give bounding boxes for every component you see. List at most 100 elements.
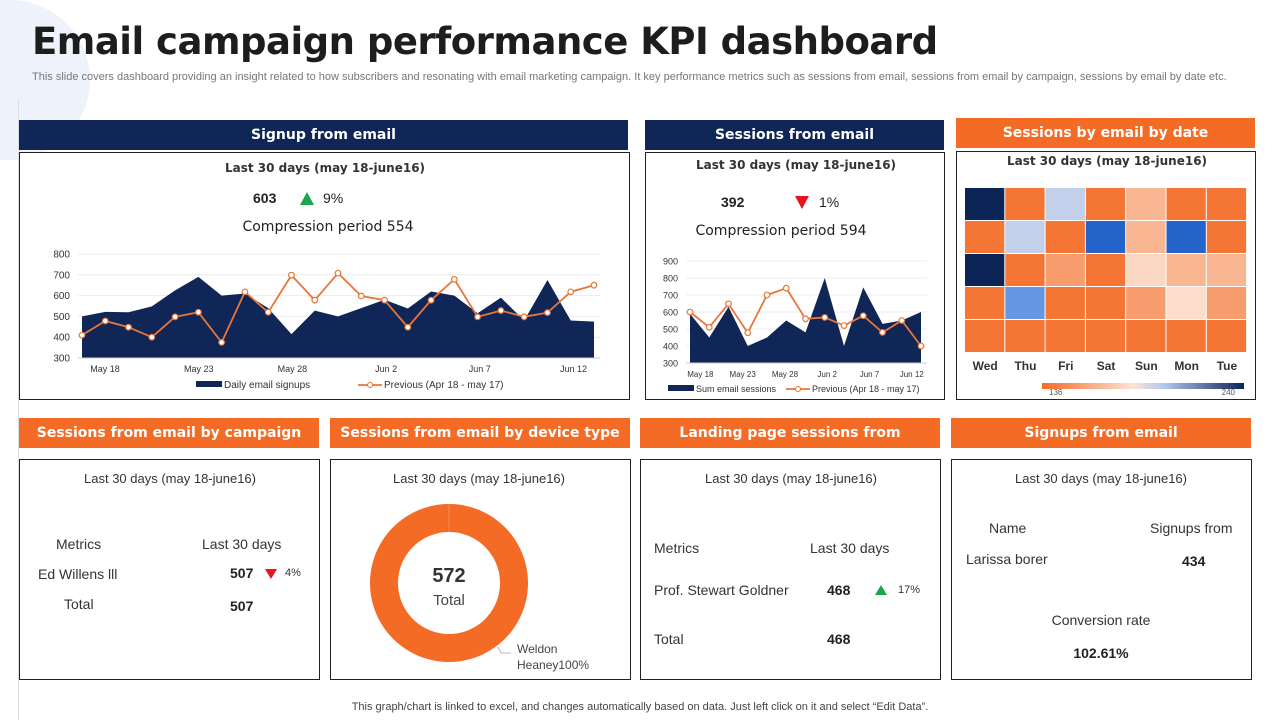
y-tick-label: 500 [663, 325, 678, 335]
data-point [520, 313, 528, 321]
comparison-label: Compression period 594 [695, 223, 867, 239]
data-point [450, 275, 458, 283]
data-point [311, 296, 319, 304]
data-point [763, 291, 771, 299]
data-point [171, 313, 179, 321]
signup-chart: 300 400 500 600 700 800 May 18 May 23 May 28 Jun … [53, 250, 600, 391]
data-point [782, 284, 790, 292]
data-point [427, 296, 435, 304]
donut-slice [369, 504, 528, 662]
y-tick-label: 300 [663, 359, 678, 369]
legend-swatch [668, 385, 694, 391]
data-point [218, 338, 226, 346]
heatmap-cell [1005, 188, 1045, 220]
page-title: Email campaign performance KPI dashboard [32, 20, 938, 63]
heatmap-cell [1005, 221, 1045, 253]
x-tick-label: Jun 12 [560, 364, 587, 374]
data-point [917, 342, 925, 350]
period-label: Last 30 days (may 18-june16) [393, 471, 565, 486]
heatmap-cell [1206, 320, 1247, 352]
data-point [879, 328, 886, 336]
data-point [821, 314, 829, 321]
column-header: Signups from [1150, 520, 1233, 536]
conversion-value: 102.61% [1073, 645, 1129, 661]
heatmap-cell [1206, 221, 1247, 253]
data-point [404, 323, 412, 331]
heatmap-cell [965, 188, 1005, 220]
heatmap-cell [1045, 254, 1085, 286]
donut-center-label: Total [433, 592, 465, 609]
x-tick-label: Jun 7 [469, 364, 491, 374]
y-tick-label: 400 [53, 333, 70, 344]
device-donut-chart: 572 Total Weldon Heaney100% [369, 504, 589, 672]
row-value: 468 [827, 582, 851, 598]
total-label: Total [654, 631, 684, 647]
day-label: Sat [1097, 359, 1116, 373]
heatmap-cell [1045, 221, 1085, 253]
period-label: Last 30 days (may 18-june16) [84, 471, 256, 486]
day-label: Mon [1174, 359, 1199, 373]
slice-label: Weldon [517, 642, 557, 656]
heatmap-chart: Wed Thu Fri Sat Sun Mon Tue 136 240 [965, 188, 1247, 397]
day-label: Sun [1135, 359, 1158, 373]
data-point [241, 288, 249, 296]
heatmap-cell [1166, 254, 1206, 286]
sessions-panel: Last 30 days (may 18-june16) 392 1% Comp… [645, 152, 945, 400]
day-label: Tue [1217, 359, 1238, 373]
device-header: Sessions from email by device type [330, 418, 630, 448]
column-header: Metrics [654, 540, 700, 556]
signups2-header: Signups from email [951, 418, 1251, 448]
heatmap-cell [1126, 254, 1166, 286]
heatmap-cell [1166, 188, 1206, 220]
legend-label: Daily email signups [224, 380, 310, 391]
trend-down-icon [265, 569, 277, 579]
heatmap-cell [1206, 188, 1247, 220]
scale-max-label: 240 [1222, 388, 1236, 397]
period-label: Last 30 days (may 18-june16) [705, 471, 877, 486]
data-point [288, 271, 295, 279]
heatmap-cell [1085, 188, 1126, 220]
day-label: Fri [1058, 359, 1073, 373]
data-point [125, 323, 132, 331]
conversion-label: Conversion rate [1051, 612, 1151, 628]
period-label: Last 30 days (may 18-june16) [224, 161, 426, 175]
data-point [334, 269, 342, 277]
y-tick-label: 600 [663, 308, 678, 318]
sessions-header: Sessions from email [645, 120, 944, 150]
heatmap-cell [1085, 221, 1126, 253]
trend-up-icon [875, 585, 887, 595]
column-header: Last 30 days [202, 536, 282, 552]
data-point [264, 308, 272, 316]
kpi-change: 1% [819, 194, 840, 210]
legend-label: Previous (Apr 18 - may 17) [812, 384, 920, 394]
row-change: 17% [898, 584, 921, 596]
comparison-label: Compression period 554 [242, 219, 414, 235]
heatmap-cell [1005, 287, 1045, 319]
x-tick-label: May 23 [730, 370, 757, 379]
total-value: 468 [827, 631, 851, 647]
row-name: Ed Willens lll [38, 566, 118, 582]
heatmap-cell [1005, 254, 1045, 286]
legend-swatch [196, 381, 222, 387]
data-point [898, 317, 906, 324]
heatmap-cell [1085, 320, 1126, 352]
legend-marker [367, 382, 373, 388]
signup-panel: Last 30 days (may 18-june16) 603 9% Comp… [19, 152, 630, 400]
data-point [705, 323, 713, 331]
heatmap-cell [1045, 320, 1085, 352]
data-point [148, 333, 156, 341]
y-tick-label: 800 [663, 274, 678, 284]
data-point [802, 315, 809, 323]
heatmap-cell [1126, 188, 1166, 220]
period-label: Last 30 days (may 18-june16) [1006, 154, 1208, 168]
area-series [690, 278, 921, 363]
data-point [859, 312, 867, 320]
donut-center-value: 572 [432, 565, 465, 587]
campaign-header: Sessions from email by campaign [19, 418, 319, 448]
data-point [381, 296, 388, 304]
column-header: Metrics [56, 536, 102, 552]
row-name: Prof. Stewart Goldner [654, 582, 789, 598]
legend-label: Sum email sessions [696, 384, 777, 394]
heatmap-cell [1126, 320, 1166, 352]
trend-up-icon [300, 192, 314, 205]
